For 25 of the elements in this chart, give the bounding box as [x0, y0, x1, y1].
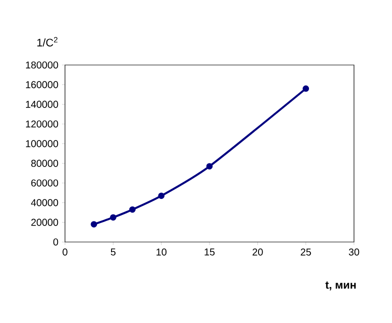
x-tick-label: 5 [110, 248, 116, 256]
y-tick-label: 100000 [26, 140, 58, 148]
x-axis-title: t, мин [325, 282, 356, 290]
x-tick-label: 0 [62, 248, 68, 256]
x-tick-label: 25 [300, 248, 311, 256]
x-tick-label: 15 [204, 248, 215, 256]
y-tick-label: 40000 [31, 199, 58, 206]
point [110, 214, 116, 221]
point [206, 163, 213, 170]
y-axis-title: 1/C$^{2}$ [37, 37, 58, 46]
point [158, 192, 165, 199]
y-tick-label: 60000 [31, 179, 58, 187]
point [90, 221, 98, 228]
y-tick-label: 20000 [31, 218, 58, 226]
y-tick-label: 80000 [31, 160, 58, 167]
y-tick-label: 160000 [26, 81, 58, 88]
y-tick-label: 120000 [26, 120, 58, 128]
x-tick-label: 30 [348, 248, 360, 256]
x-tick-label: 10 [156, 248, 166, 256]
point [302, 85, 310, 92]
y-tick-label: 0 [53, 238, 58, 246]
y-tick-label: 180000 [26, 61, 58, 69]
x-tick-label: 20 [252, 248, 263, 256]
point [129, 206, 136, 213]
y-tick-label: 140000 [26, 100, 58, 108]
